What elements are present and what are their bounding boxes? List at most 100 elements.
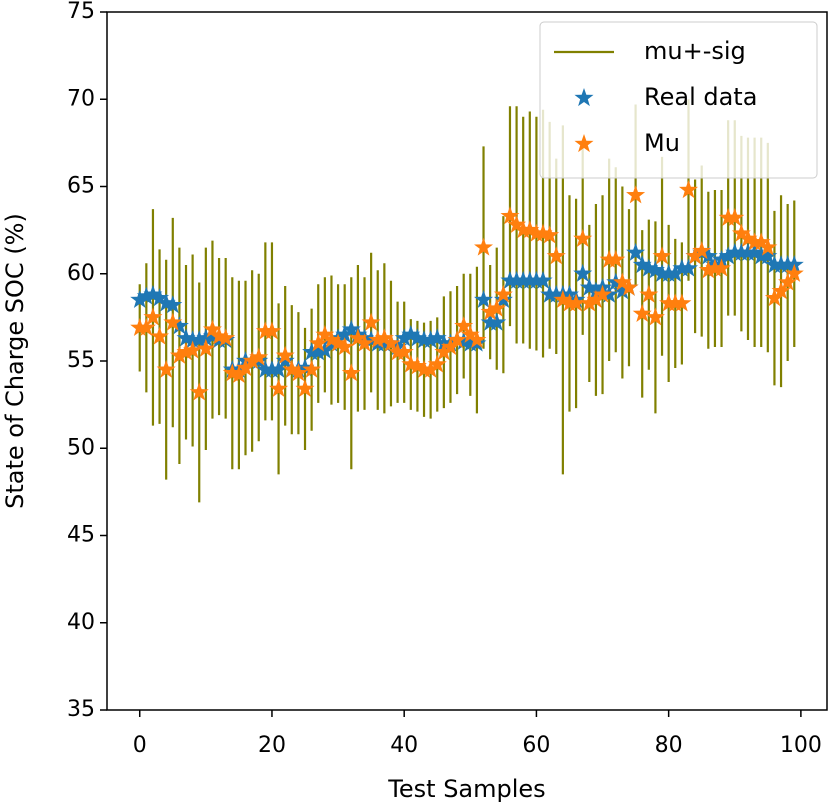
- legend-label: mu+-sig: [644, 37, 746, 65]
- y-tick-label: 75: [67, 0, 95, 24]
- star-point: [645, 260, 665, 279]
- x-tick-label: 60: [522, 733, 550, 758]
- star-point: [427, 354, 447, 373]
- star-point: [394, 328, 414, 347]
- star-point: [487, 298, 507, 317]
- star-point: [579, 293, 599, 312]
- star-point: [421, 330, 441, 349]
- star-point: [672, 293, 692, 312]
- y-tick-label: 35: [67, 697, 95, 722]
- star-point: [758, 246, 778, 265]
- star-point: [189, 382, 209, 401]
- star-point: [474, 237, 494, 256]
- star-point: [553, 289, 573, 309]
- star-point: [321, 330, 341, 349]
- star-point: [440, 337, 460, 356]
- star-point: [163, 312, 183, 331]
- star-point: [493, 284, 513, 303]
- x-tick-label: 40: [390, 733, 418, 758]
- star-point: [335, 324, 355, 343]
- star-point: [738, 228, 758, 247]
- legend-swatch: [574, 134, 594, 153]
- star-point: [401, 324, 421, 343]
- star-point: [718, 246, 738, 265]
- star-point: [632, 255, 652, 274]
- x-tick-label: 20: [258, 733, 286, 758]
- star-point: [183, 340, 203, 359]
- star-point: [573, 228, 593, 247]
- star-point: [678, 258, 698, 277]
- star-point: [626, 185, 646, 204]
- star-point: [341, 363, 361, 382]
- star-point: [136, 286, 156, 305]
- star-point: [216, 328, 236, 347]
- star-point: [308, 333, 328, 352]
- legend-box: [539, 21, 818, 179]
- star-point: [698, 260, 718, 279]
- star-point: [421, 359, 441, 378]
- star-point: [626, 242, 646, 261]
- star-point: [176, 342, 196, 361]
- star-point: [778, 272, 798, 291]
- star-point: [566, 293, 586, 312]
- star-point: [685, 246, 705, 265]
- star-point: [361, 312, 381, 331]
- star-point: [586, 289, 606, 309]
- x-tick-label: 100: [780, 733, 822, 758]
- star-point: [764, 288, 784, 307]
- star-point: [454, 316, 474, 335]
- legend-label: Real data: [644, 83, 757, 111]
- star-point: [262, 321, 282, 340]
- star-point: [136, 317, 156, 336]
- star-point: [612, 281, 632, 300]
- star-point: [480, 302, 500, 321]
- star-point: [249, 347, 269, 366]
- star-point: [751, 232, 771, 251]
- star-point: [196, 338, 216, 357]
- x-axis-label: Test Samples: [387, 775, 545, 803]
- star-point: [335, 337, 355, 356]
- y-tick-label: 65: [67, 174, 95, 199]
- y-axis-label: State of Charge SOC (%): [1, 213, 29, 509]
- star-point: [196, 328, 216, 347]
- star-point: [487, 312, 507, 331]
- star-point: [447, 330, 467, 349]
- star-point: [546, 246, 566, 265]
- star-point: [725, 207, 745, 226]
- y-tick-label: 55: [67, 348, 95, 373]
- star-point: [692, 241, 712, 260]
- star-point: [163, 295, 183, 314]
- star-point: [698, 246, 718, 265]
- plot-area: [130, 99, 804, 503]
- star-point: [169, 345, 189, 364]
- star-point: [771, 281, 791, 300]
- x-tick-label: 0: [133, 733, 147, 758]
- star-point: [579, 277, 599, 296]
- star-point: [368, 330, 388, 349]
- star-point: [533, 270, 553, 289]
- legend-swatch: [574, 88, 594, 107]
- star-point: [156, 359, 176, 378]
- y-tick-label: 40: [67, 610, 95, 635]
- star-point: [150, 288, 170, 307]
- star-point: [308, 342, 328, 361]
- x-tick-label: 80: [655, 733, 683, 758]
- star-point: [639, 284, 659, 303]
- star-point: [665, 263, 685, 282]
- star-point: [632, 303, 652, 322]
- star-point: [493, 289, 513, 309]
- star-point: [606, 249, 626, 268]
- star-point: [282, 359, 302, 378]
- star-point: [143, 307, 163, 326]
- star-point: [355, 333, 375, 352]
- star-point: [540, 225, 560, 244]
- star-point: [150, 326, 170, 345]
- star-point: [612, 272, 632, 291]
- star-point: [474, 289, 494, 309]
- star-point: [315, 340, 335, 359]
- star-point: [645, 307, 665, 326]
- star-point: [573, 263, 593, 282]
- star-point: [269, 359, 289, 378]
- y-tick-label: 50: [67, 435, 95, 460]
- star-point: [275, 345, 295, 364]
